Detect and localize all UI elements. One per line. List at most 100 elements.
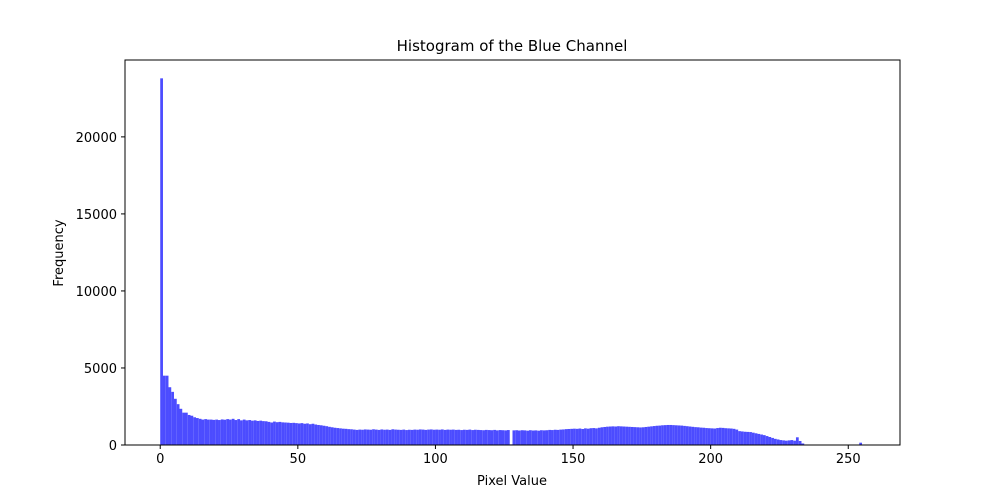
bar — [672, 425, 675, 445]
y-tick-label: 5000 — [84, 362, 117, 377]
bar — [322, 425, 326, 445]
bar — [680, 425, 684, 445]
bar — [440, 429, 444, 445]
bar — [548, 429, 552, 445]
bar — [341, 428, 345, 445]
bar — [570, 428, 574, 445]
bar — [457, 429, 461, 445]
bar — [639, 427, 642, 445]
bar — [784, 440, 788, 445]
bar — [451, 429, 455, 445]
bar — [204, 419, 208, 445]
bar — [350, 429, 353, 445]
bar — [661, 425, 664, 445]
bar — [683, 425, 686, 445]
bar — [405, 430, 408, 445]
y-tick-label: 20000 — [76, 131, 117, 146]
bar — [484, 429, 488, 445]
bar — [352, 429, 356, 445]
bar — [628, 426, 631, 445]
bar — [727, 428, 730, 445]
bar — [633, 427, 637, 445]
bar — [773, 438, 777, 445]
bar — [242, 419, 246, 445]
bar — [300, 423, 304, 445]
bar — [160, 78, 163, 445]
bar — [724, 428, 728, 445]
bar — [253, 420, 257, 445]
bar — [776, 439, 780, 445]
bar — [669, 424, 673, 445]
bar — [520, 430, 524, 445]
bar — [344, 428, 348, 445]
bar — [184, 412, 188, 445]
x-tick-label: 100 — [423, 452, 448, 467]
bar — [584, 428, 587, 445]
bar — [328, 426, 331, 445]
bar — [162, 375, 166, 445]
bar — [248, 420, 252, 445]
x-tick-label: 0 — [156, 452, 164, 467]
bar — [614, 426, 618, 445]
bar — [707, 428, 711, 445]
bar — [209, 419, 213, 445]
bar — [270, 422, 274, 445]
bar — [586, 428, 590, 445]
bar — [793, 440, 796, 445]
bar — [460, 430, 463, 445]
bar — [553, 429, 557, 445]
bar — [658, 425, 662, 445]
bar — [567, 428, 571, 445]
bar — [611, 426, 615, 445]
bar — [696, 427, 700, 445]
bar — [317, 424, 320, 445]
bar — [735, 429, 739, 445]
bar — [663, 425, 667, 445]
x-tick-label: 200 — [698, 452, 723, 467]
bar — [292, 422, 296, 445]
bar — [336, 428, 340, 445]
bar — [361, 429, 364, 445]
bar — [267, 421, 271, 445]
bar — [297, 423, 301, 445]
bar — [286, 422, 290, 445]
bar — [801, 443, 805, 445]
bar — [691, 426, 695, 445]
y-tick-label: 10000 — [76, 285, 117, 300]
bar — [636, 427, 640, 445]
bar — [757, 433, 761, 445]
y-tick-label: 15000 — [76, 208, 117, 223]
bar — [608, 426, 612, 445]
bar — [523, 430, 527, 445]
bar — [589, 428, 593, 445]
bar — [446, 429, 450, 445]
bar — [710, 428, 714, 445]
bar — [512, 430, 516, 445]
bar — [490, 430, 494, 445]
bar — [529, 430, 532, 445]
bar — [754, 433, 758, 445]
bar — [168, 387, 172, 445]
bar — [391, 429, 395, 445]
y-axis-label: Frequency — [52, 219, 67, 286]
bar — [504, 430, 507, 445]
bar — [462, 429, 466, 445]
bar — [407, 429, 411, 445]
bar — [173, 398, 177, 445]
bar — [798, 440, 802, 445]
bar — [617, 426, 620, 445]
bar — [713, 428, 717, 445]
bar — [795, 437, 799, 445]
bar — [179, 408, 183, 445]
bar — [688, 426, 692, 445]
x-tick-label: 150 — [561, 452, 586, 467]
bar — [721, 427, 725, 445]
bar — [443, 429, 447, 445]
bar — [427, 429, 430, 445]
bar — [388, 429, 392, 445]
bar — [595, 428, 598, 445]
bar — [674, 425, 678, 445]
bar — [212, 419, 216, 445]
bar — [231, 418, 235, 445]
